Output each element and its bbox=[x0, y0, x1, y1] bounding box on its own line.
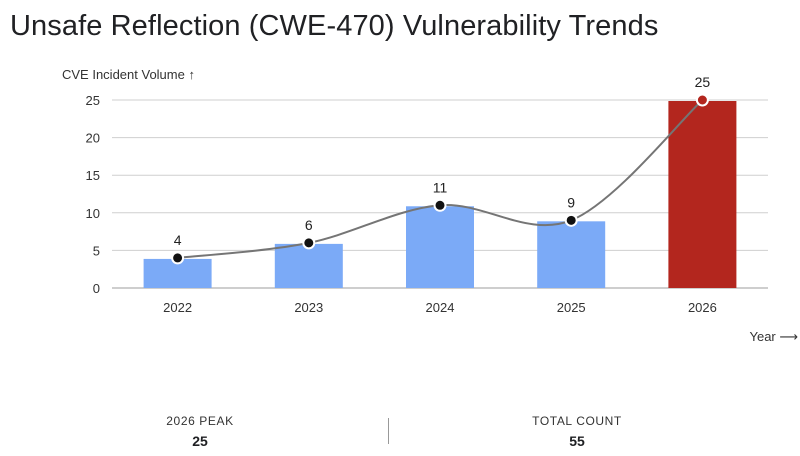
y-tick-label: 0 bbox=[93, 281, 100, 296]
data-label-2023: 6 bbox=[305, 217, 313, 233]
stat-total: TOTAL COUNT 55 bbox=[477, 414, 677, 449]
x-tick-label: 2022 bbox=[163, 300, 192, 315]
stat-peak-label: 2026 PEAK bbox=[166, 414, 234, 428]
y-tick-label: 10 bbox=[86, 206, 100, 221]
y-tick-label: 15 bbox=[86, 168, 100, 183]
stat-total-value: 55 bbox=[569, 433, 585, 449]
bars bbox=[143, 101, 737, 288]
point-marker-2022 bbox=[171, 251, 185, 265]
y-tick-label: 20 bbox=[86, 131, 100, 146]
x-tick-label: 2023 bbox=[294, 300, 323, 315]
stat-peak: 2026 PEAK 25 bbox=[100, 414, 300, 449]
x-axis-title: Year ⟶ bbox=[749, 329, 798, 344]
y-axis-title: CVE Incident Volume ↑ bbox=[62, 67, 195, 82]
trend-line bbox=[171, 93, 709, 265]
y-tick-label: 5 bbox=[93, 243, 100, 258]
point-marker-2023 bbox=[302, 236, 316, 250]
data-label-2025: 9 bbox=[567, 194, 575, 210]
data-label-2026: 25 bbox=[695, 74, 711, 90]
x-tick-label: 2025 bbox=[557, 300, 586, 315]
stat-total-label: TOTAL COUNT bbox=[532, 414, 622, 428]
bar-2025 bbox=[537, 221, 606, 288]
y-tick-label: 25 bbox=[86, 93, 100, 108]
bar-2024 bbox=[406, 206, 474, 288]
data-label-2022: 4 bbox=[174, 232, 182, 248]
page-title: Unsafe Reflection (CWE-470) Vulnerabilit… bbox=[10, 10, 659, 42]
x-tick-label: 2024 bbox=[426, 300, 455, 315]
data-label-2024: 11 bbox=[433, 179, 448, 195]
point-marker-2024 bbox=[433, 198, 447, 212]
stat-peak-value: 25 bbox=[192, 433, 208, 449]
x-tick-label: 2026 bbox=[688, 300, 717, 315]
point-marker-2025 bbox=[564, 213, 578, 227]
bar-2023 bbox=[274, 243, 343, 288]
bar-2026 bbox=[668, 101, 737, 288]
stat-divider bbox=[388, 418, 389, 444]
data-labels: 4 6 11 9 25 bbox=[174, 74, 711, 248]
point-marker-2026 bbox=[695, 93, 709, 107]
